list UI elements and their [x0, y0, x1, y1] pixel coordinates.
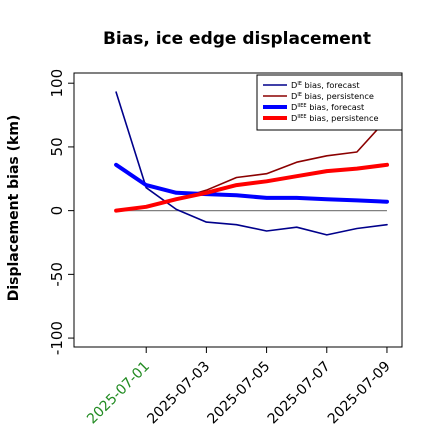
x-tick-label: 2025-07-07 [265, 359, 334, 428]
y-axis-label: Displacement bias (km) [6, 115, 22, 302]
y-tick-label: -100 [48, 321, 66, 355]
y-tick-label: 0 [48, 206, 66, 216]
x-tick-label: 2025-07-05 [205, 359, 274, 428]
y-tick-label: 50 [48, 137, 66, 156]
series-line-4 [114, 162, 389, 213]
x-tick-label: 2025-07-09 [325, 359, 394, 428]
legend-box [256, 74, 403, 131]
legend-label-4: DIIEE bias, persistence [291, 113, 379, 123]
legend-label-3: DIIEE bias, forecast [291, 102, 365, 112]
x-tick-label: 2025-07-01 [84, 359, 153, 428]
y-tick-label: 100 [48, 69, 66, 98]
series-line-3 [114, 162, 389, 204]
y-tick-label: -50 [48, 262, 66, 287]
plot-frame [73, 72, 403, 348]
series-line-1 [115, 91, 388, 236]
x-tick-label: 2025-07-03 [144, 359, 213, 428]
legend-label-1: DIE bias, forecast [291, 80, 360, 90]
chart-title: Bias, ice edge displacement [103, 29, 371, 49]
legend-label-2: DIE bias, persistence [291, 91, 374, 101]
